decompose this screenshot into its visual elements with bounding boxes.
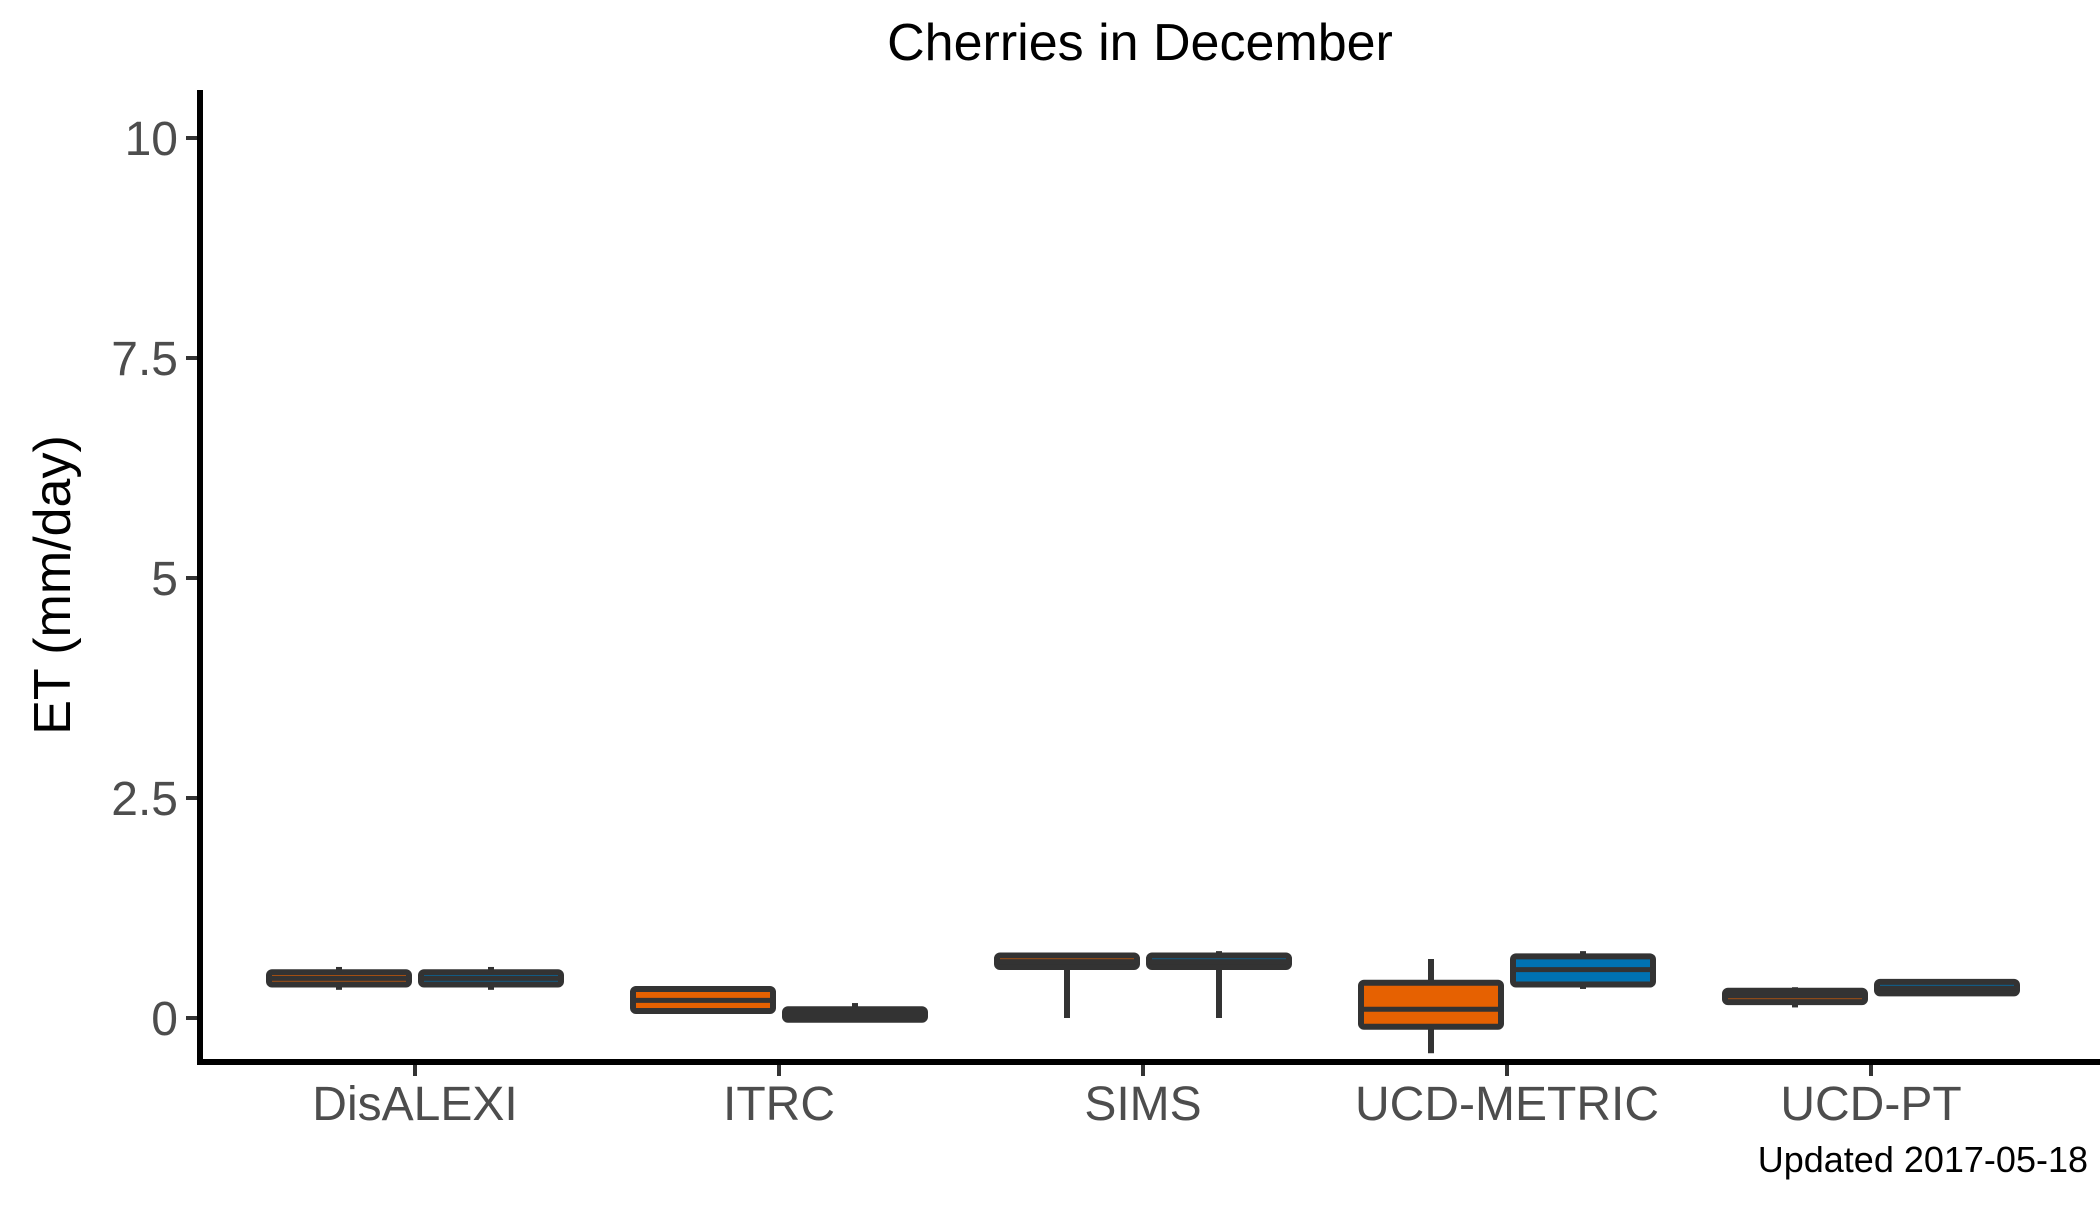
boxplot-disalexi-blue <box>418 966 564 990</box>
box-body <box>1358 979 1504 1030</box>
y-tick-label: 7.5 <box>111 333 178 386</box>
plot-area: 0 2.5 5 7.5 10 DisALEXI ITRC SIMS UCD-METRIC UCD-… <box>111 113 2020 1131</box>
x-tick-label: UCD-METRIC <box>1355 1078 1659 1131</box>
boxplot-ucd-pt-blue <box>1874 978 2020 997</box>
boxplot-itrc-blue <box>782 1003 928 1023</box>
boxplot-itrc-orange <box>630 985 776 1014</box>
boxplot-ucd-metric-blue <box>1510 951 1656 989</box>
boxplot-sims-orange <box>994 952 1140 1018</box>
boxplot-disalexi-orange <box>266 966 412 990</box>
x-tick-label: ITRC <box>723 1078 835 1131</box>
axes <box>197 90 2100 1065</box>
y-tick-label: 0 <box>151 993 178 1046</box>
x-tick-label: UCD-PT <box>1780 1078 1961 1131</box>
boxplot-ucd-metric-orange <box>1358 959 1504 1054</box>
y-tick-label: 5 <box>151 553 178 606</box>
y-tick-label: 10 <box>125 113 178 166</box>
y-tick-label: 2.5 <box>111 773 178 826</box>
y-axis-title: ET (mm/day) <box>24 435 82 735</box>
boxplot-ucd-pt-orange <box>1722 987 1868 1008</box>
caption-updated: Updated 2017-05-18 <box>1758 1139 2088 1180</box>
x-tick-label: SIMS <box>1084 1078 1201 1131</box>
boxplot-sims-blue <box>1146 951 1292 1018</box>
x-tick-label: DisALEXI <box>312 1078 517 1131</box>
chart-title: Cherries in December <box>887 14 1393 72</box>
